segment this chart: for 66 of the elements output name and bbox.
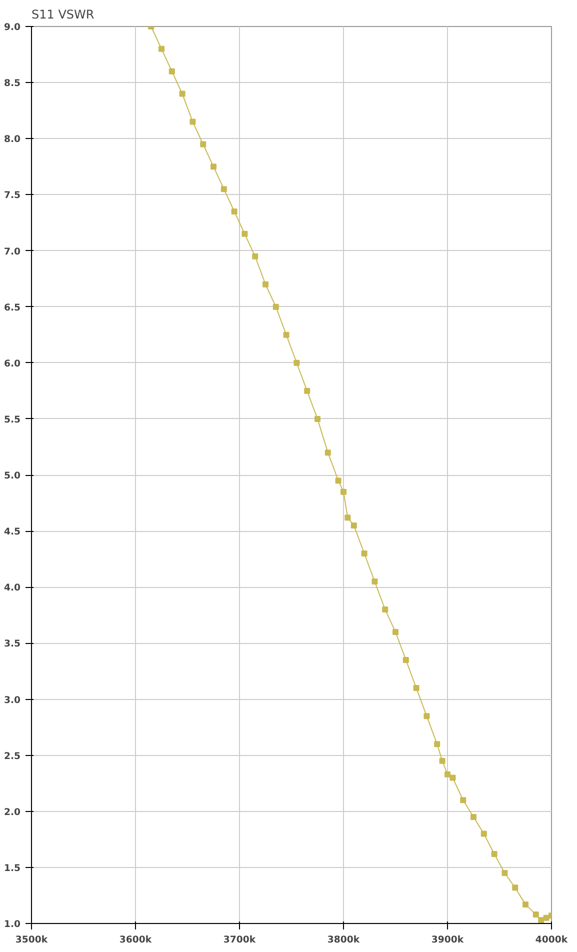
point xyxy=(450,774,456,781)
point xyxy=(262,281,268,288)
point xyxy=(439,758,446,764)
point xyxy=(434,741,440,748)
point xyxy=(324,450,331,456)
point xyxy=(304,388,310,394)
point xyxy=(480,830,487,837)
point xyxy=(252,253,258,260)
y-tick-label: 1.5 xyxy=(4,862,21,874)
point xyxy=(200,141,206,148)
y-tick-label: 2.5 xyxy=(4,750,21,762)
point xyxy=(231,208,238,215)
y-tick-label: 3.0 xyxy=(4,694,22,706)
point xyxy=(158,46,164,52)
y-tick-label: 5.5 xyxy=(4,414,21,426)
point xyxy=(512,884,518,891)
y-tick-label: 2.0 xyxy=(4,806,22,818)
point xyxy=(460,797,466,804)
y-tick-label: 8.5 xyxy=(4,78,21,90)
point xyxy=(491,850,498,857)
point xyxy=(372,578,378,585)
point xyxy=(538,917,544,924)
y-tick-label: 1.0 xyxy=(4,919,22,930)
point xyxy=(210,164,216,170)
point xyxy=(283,332,290,338)
point xyxy=(444,771,450,778)
point xyxy=(272,304,279,310)
x-tick-label: 3500k xyxy=(15,934,48,946)
y-tick-label: 8.0 xyxy=(4,134,22,146)
point xyxy=(242,230,248,237)
point xyxy=(392,628,398,635)
y-tick-label: 3.5 xyxy=(4,638,21,650)
point xyxy=(402,657,409,664)
point xyxy=(413,685,420,692)
y-tick-label: 7.0 xyxy=(4,246,22,258)
point xyxy=(190,118,196,125)
x-tick-label: 3900k xyxy=(431,934,464,946)
point xyxy=(220,186,227,192)
point xyxy=(361,550,368,556)
y-tick-label: 4.0 xyxy=(4,582,22,594)
point xyxy=(522,901,528,908)
point xyxy=(340,488,346,495)
x-tick-label: 3600k xyxy=(119,934,152,946)
point xyxy=(314,416,320,422)
point xyxy=(350,522,357,528)
y-tick-label: 6.5 xyxy=(4,302,21,314)
point xyxy=(382,606,388,613)
y-tick-label: 6.0 xyxy=(4,358,22,370)
point xyxy=(344,514,351,521)
y-tick-label: 5.0 xyxy=(4,470,22,482)
point xyxy=(470,814,476,820)
y-tick-label: 4.5 xyxy=(4,526,21,538)
point xyxy=(168,68,175,74)
chart-title: S11 VSWR xyxy=(32,8,94,22)
y-tick-label: 7.5 xyxy=(4,190,21,202)
x-tick-label: 3700k xyxy=(223,934,256,946)
point xyxy=(179,90,186,97)
point xyxy=(424,713,430,720)
point xyxy=(294,360,300,366)
x-tick-label: 4000k xyxy=(535,934,568,946)
x-tick-label: 3800k xyxy=(327,934,360,946)
point xyxy=(502,870,508,876)
point xyxy=(543,914,550,921)
point xyxy=(335,478,342,484)
y-tick-label: 9.0 xyxy=(4,22,22,33)
point xyxy=(532,912,539,918)
